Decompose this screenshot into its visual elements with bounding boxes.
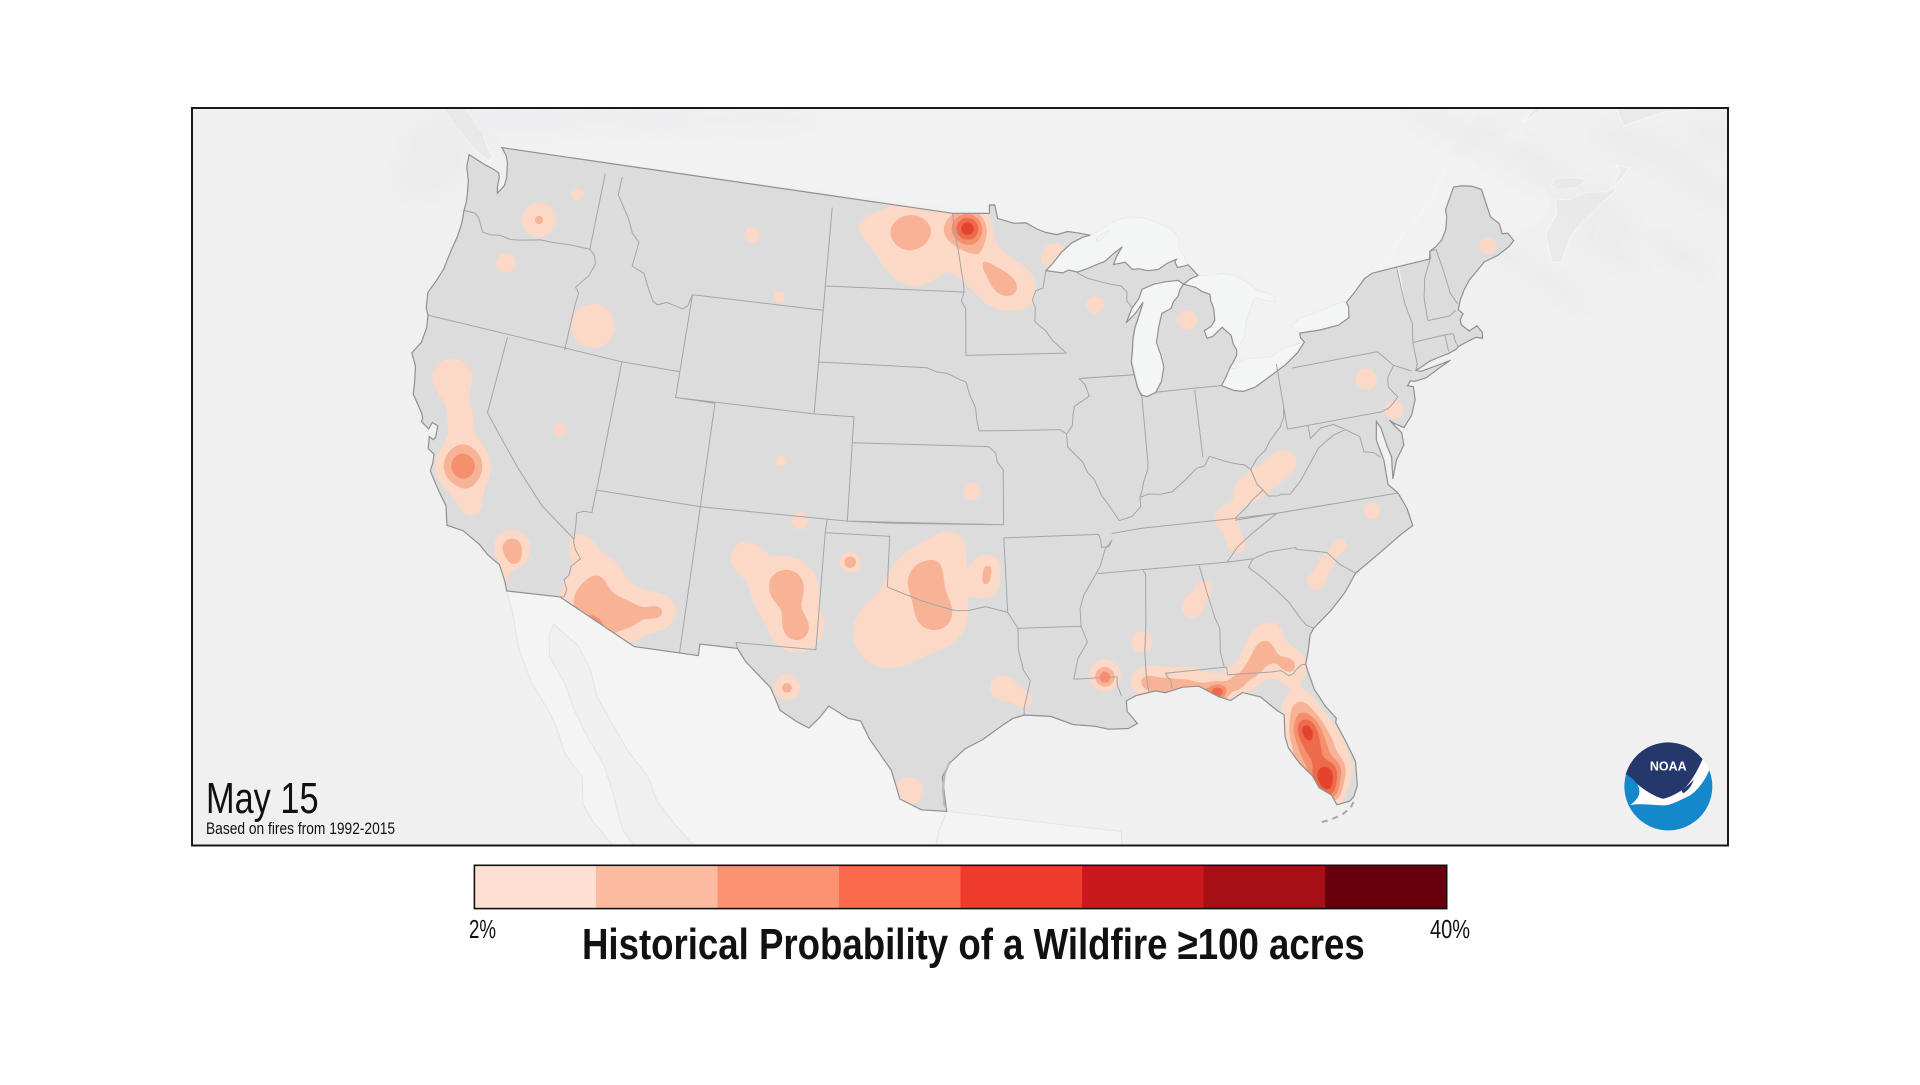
svg-text:NOAA: NOAA	[1650, 760, 1687, 774]
